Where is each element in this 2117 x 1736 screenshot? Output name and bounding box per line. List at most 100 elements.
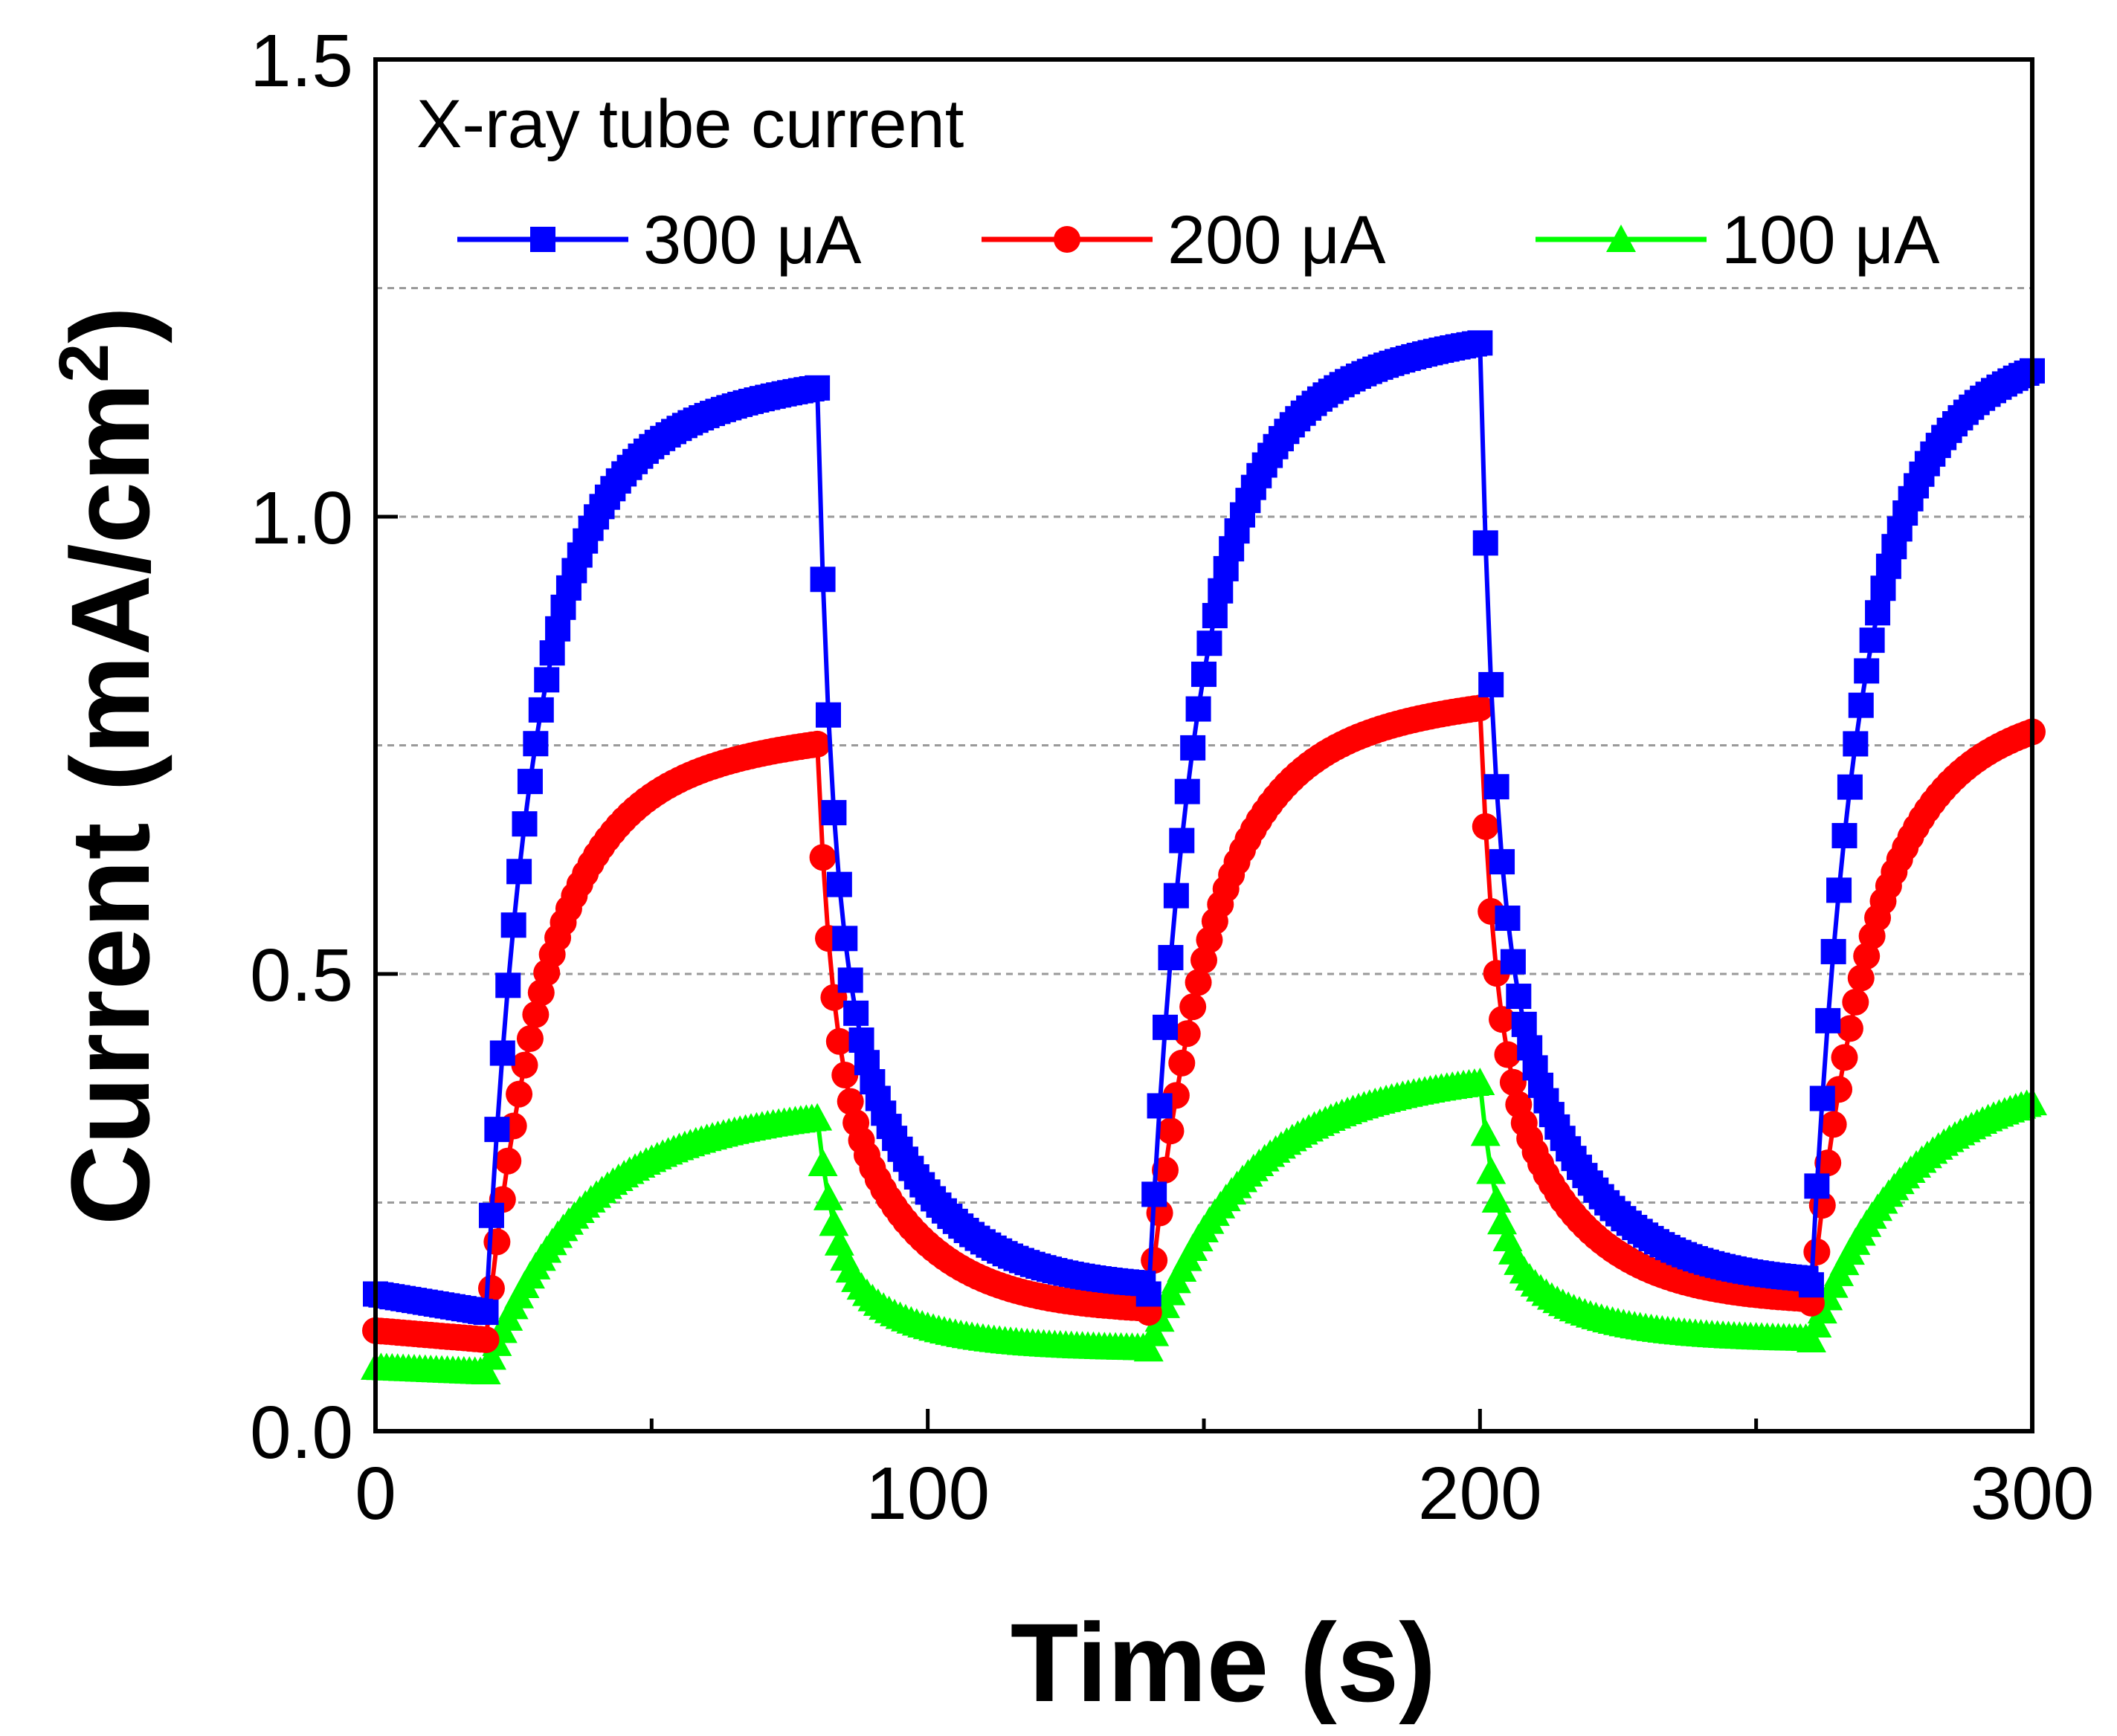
data-point — [1494, 1041, 1521, 1068]
data-point — [523, 731, 549, 757]
y-tick-label: 0.5 — [250, 934, 353, 1017]
data-point — [837, 967, 863, 993]
data-point — [1815, 1007, 1841, 1033]
series-triangle — [361, 1068, 2047, 1385]
data-point — [1467, 330, 1493, 356]
data-point — [1842, 988, 1869, 1016]
x-tick-label: 200 — [1418, 1452, 1542, 1535]
data-point — [1135, 1281, 1161, 1307]
data-point — [821, 800, 847, 826]
legend-entries: 300 μA 200 μA 100 μA — [457, 202, 1940, 278]
data-point — [528, 697, 554, 723]
data-point — [813, 1182, 843, 1210]
data-point — [1870, 575, 1896, 601]
data-point — [1478, 671, 1504, 697]
data-point — [1179, 993, 1207, 1021]
y-axis-title-close: ) — [48, 306, 173, 343]
data-point — [837, 1088, 864, 1115]
y-axis-title-main: Current (mA/cm — [48, 383, 173, 1226]
data-point — [477, 1275, 505, 1303]
data-point — [484, 1117, 510, 1143]
data-point — [1133, 1334, 1164, 1362]
x-tick-label: 300 — [1971, 1452, 2095, 1535]
data-point — [539, 640, 565, 666]
data-point — [1854, 658, 1880, 684]
data-point — [1481, 1184, 1512, 1213]
data-point — [1141, 1247, 1168, 1274]
data-point — [1472, 813, 1499, 840]
data-point — [848, 1027, 874, 1053]
data-point — [832, 926, 858, 952]
data-point — [1831, 1044, 1858, 1071]
data-point — [506, 1080, 533, 1108]
data-point — [1489, 1006, 1516, 1033]
data-point — [1848, 692, 1874, 718]
data-point — [534, 667, 560, 693]
data-point — [1483, 774, 1509, 800]
legend-entry: 100 μA — [1536, 202, 1940, 278]
legend-marker — [1054, 226, 1080, 253]
data-point — [805, 375, 831, 401]
data-point — [826, 871, 852, 897]
data-point — [1190, 946, 1217, 974]
data-point — [472, 1326, 500, 1353]
data-point — [516, 1025, 544, 1053]
data-point — [476, 1342, 506, 1370]
data-point — [522, 1001, 550, 1028]
data-point — [1814, 1149, 1842, 1177]
legend-marker — [530, 227, 555, 252]
legend-title: X-ray tube current — [416, 86, 964, 162]
data-point — [810, 567, 836, 593]
data-point — [808, 1148, 838, 1176]
data-point — [809, 844, 837, 871]
data-point — [1168, 1049, 1196, 1077]
data-point — [1466, 694, 1494, 722]
data-point — [1859, 627, 1885, 654]
data-point — [506, 859, 532, 885]
y-axis-title-superscript: 2 — [45, 343, 123, 383]
data-point — [1803, 1238, 1831, 1265]
data-point — [802, 1103, 833, 1131]
data-point — [1470, 1118, 1501, 1146]
data-point — [819, 1208, 849, 1236]
data-point — [1472, 530, 1498, 556]
y-axis-title: Current (mA/cm2) — [45, 306, 173, 1225]
y-tick-label: 0.0 — [250, 1391, 353, 1474]
data-point — [1180, 735, 1206, 761]
data-point — [1820, 1111, 1847, 1138]
data-point — [1820, 938, 1846, 964]
data-point — [545, 616, 571, 642]
data-point — [512, 811, 538, 837]
data-point — [1185, 696, 1211, 722]
data-point — [1208, 578, 1234, 604]
data-point — [1141, 1181, 1167, 1207]
data-point — [1476, 1156, 1507, 1184]
legend: X-ray tube current 300 μA 200 μA 100 μA — [416, 86, 1940, 278]
data-point — [1185, 969, 1212, 996]
data-point — [1511, 1011, 1537, 1037]
data-point — [1191, 661, 1217, 687]
data-point — [1836, 1015, 1863, 1042]
data-point — [478, 1202, 504, 1228]
legend-marker — [1606, 225, 1636, 252]
x-tick-label: 100 — [866, 1452, 990, 1535]
data-point — [843, 1000, 869, 1026]
data-point — [1843, 731, 1869, 757]
data-point — [1152, 1156, 1179, 1184]
y-tick-label: 1.5 — [250, 19, 353, 103]
data-point — [1173, 1020, 1201, 1048]
data-point — [471, 1357, 501, 1385]
tick-labels: 0 100 200 300 0.0 0.5 1.0 1.5 — [250, 19, 2094, 1535]
data-point — [804, 730, 831, 758]
data-point — [1174, 778, 1200, 804]
data-point — [1163, 882, 1189, 909]
data-point — [1837, 774, 1863, 800]
data-point — [1196, 630, 1222, 656]
data-point — [517, 769, 543, 795]
data-point — [1809, 1085, 1835, 1111]
data-point — [1465, 1068, 1495, 1096]
data-point — [494, 1147, 522, 1175]
legend-label: 300 μA — [643, 202, 862, 278]
data-point — [815, 702, 841, 728]
